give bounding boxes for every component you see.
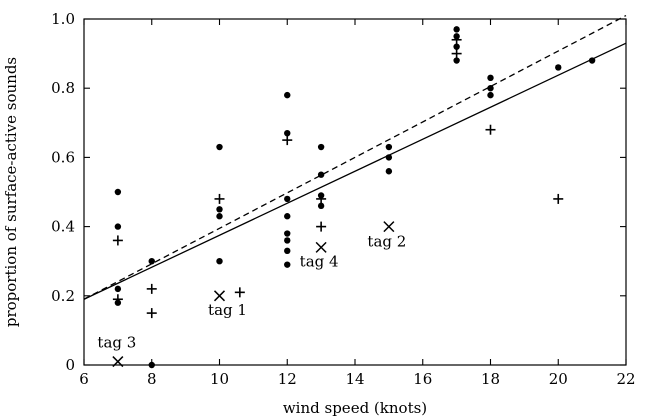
tag-label: tag 2 <box>367 233 406 251</box>
x-tick-label: 22 <box>616 370 635 388</box>
y-axis-ticks: 0 0.2 0.4 0.6 0.8 1.0 <box>51 10 626 374</box>
plus-point <box>282 135 293 146</box>
data-points <box>112 26 596 369</box>
dot-point <box>148 258 155 265</box>
dot-point <box>588 57 596 64</box>
dot-point <box>317 202 325 210</box>
plus-point <box>146 308 157 319</box>
dot-point <box>284 261 291 268</box>
dot-point <box>284 247 291 255</box>
dot-point <box>555 64 562 71</box>
plus-point <box>451 48 462 59</box>
y-tick-label: 0.6 <box>51 148 75 166</box>
tag-annotations: tag 3 tag 1 tag 4 tag 2 <box>97 233 406 352</box>
dot-point <box>385 143 393 151</box>
dot-point <box>487 91 494 99</box>
dot-point <box>284 230 291 237</box>
x-axis-ticks: 6 8 10 12 14 16 18 20 22 <box>79 19 636 388</box>
dot-point <box>487 85 494 92</box>
plus-point <box>112 235 123 246</box>
dot-point <box>216 206 223 213</box>
x-tick-label: 16 <box>413 370 432 388</box>
dot-point <box>114 285 122 293</box>
tag-label: tag 4 <box>300 252 339 270</box>
x-tick-label: 14 <box>345 370 364 388</box>
dot-point <box>284 213 291 220</box>
dot-point <box>114 223 122 230</box>
dot-point <box>385 154 393 161</box>
cross-point <box>213 290 226 302</box>
plot-frame <box>83 18 627 366</box>
dot-point <box>284 129 291 137</box>
x-tick-label: 6 <box>79 370 89 388</box>
dot-point <box>317 143 325 151</box>
cross-point <box>315 241 327 253</box>
tag-label: tag 3 <box>97 334 136 352</box>
dot-point <box>453 43 460 50</box>
plus-point <box>112 294 123 305</box>
dot-point <box>216 213 223 220</box>
plus-point <box>553 193 564 204</box>
dot-point <box>114 188 122 196</box>
y-axis-label: proportion of surface-active sounds <box>2 57 20 327</box>
plus-point <box>316 221 327 232</box>
y-tick-label: 0.4 <box>51 218 75 236</box>
dot-point <box>284 237 291 244</box>
plus-point <box>214 193 225 204</box>
dashed-fit-line <box>83 14 627 300</box>
x-tick-label: 20 <box>549 370 568 388</box>
plus-point <box>146 283 157 294</box>
x-tick-label: 10 <box>210 370 229 388</box>
dot-point <box>385 168 393 175</box>
y-tick-label: 0.2 <box>51 287 75 305</box>
dot-point <box>284 91 291 99</box>
dot-point <box>317 171 325 178</box>
plus-point <box>316 193 327 204</box>
x-axis-label: wind speed (knots) <box>283 399 427 417</box>
y-tick-label: 0.8 <box>51 79 75 97</box>
x-tick-label: 12 <box>278 370 297 388</box>
x-tick-label: 18 <box>481 370 500 388</box>
y-tick-label: 1.0 <box>51 10 75 28</box>
plus-point <box>485 124 496 135</box>
dot-point <box>453 57 460 64</box>
tag-label: tag 1 <box>208 301 247 319</box>
cross-point <box>383 221 395 233</box>
plus-point <box>451 34 462 45</box>
x-tick-label: 8 <box>147 370 157 388</box>
dot-point <box>284 195 291 203</box>
y-tick-label: 0 <box>65 356 75 374</box>
dot-point <box>453 26 460 33</box>
solid-fit-line <box>83 42 627 300</box>
plus-point <box>234 287 245 298</box>
dot-point <box>216 143 223 151</box>
trend-lines <box>83 14 627 300</box>
dot-point <box>216 258 223 265</box>
dot-point <box>487 74 494 82</box>
